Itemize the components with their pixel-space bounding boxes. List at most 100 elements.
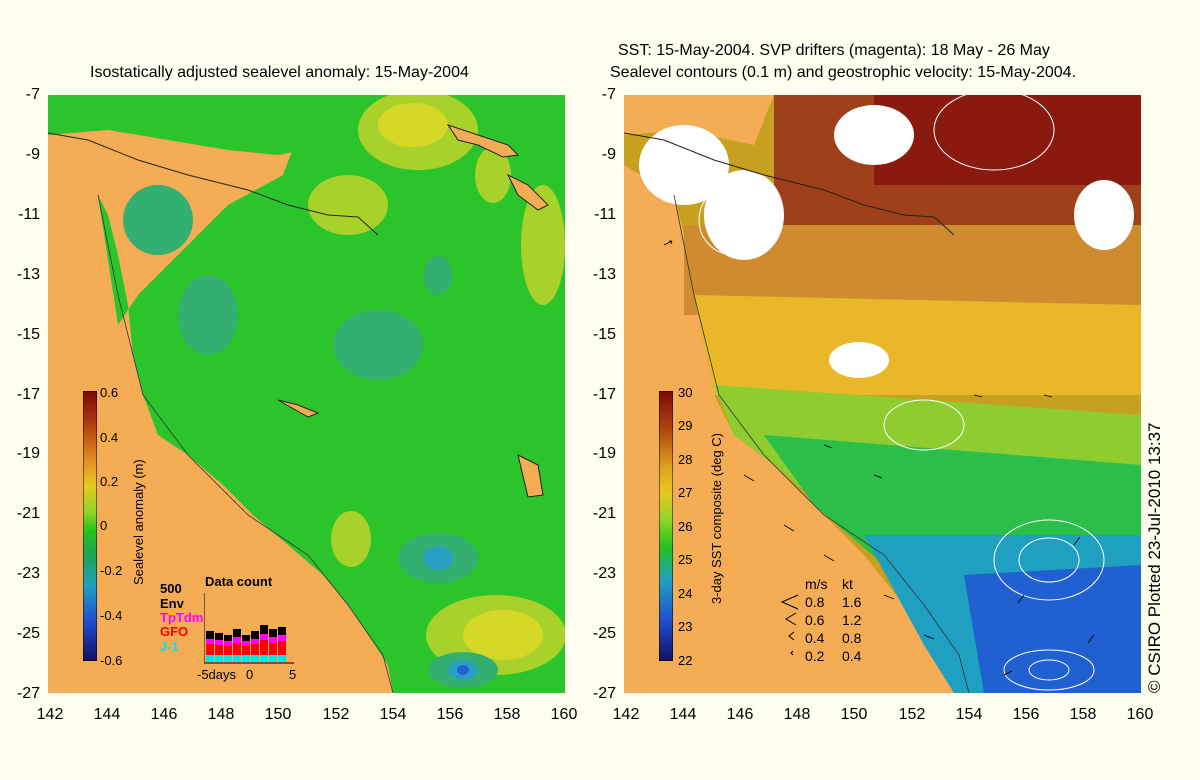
sealevel-anomaly-plot: [47, 90, 566, 694]
island: [446, 124, 520, 158]
velocity-key-ms: 0.6: [805, 612, 825, 628]
lon-tick: 146: [726, 706, 754, 723]
lon-tick: 150: [264, 706, 292, 723]
lat-tick: -19: [16, 445, 40, 462]
sla-colorbar-gradient: [82, 390, 98, 662]
velocity-arrow-icon: [780, 594, 799, 610]
lon-tick: 142: [612, 706, 640, 723]
lon-tick: 160: [550, 706, 578, 723]
lat-tick: -11: [594, 206, 616, 223]
data-count-chart: [203, 593, 294, 664]
sla-tick: 0.2: [100, 474, 119, 489]
anomaly-blob-negative: [424, 255, 452, 295]
sst-colorbar-label: 3-day SST composite (deg C): [709, 433, 724, 604]
island: [517, 454, 544, 498]
data-count-bar: [260, 625, 268, 662]
sst-tick: 27: [678, 485, 693, 500]
anomaly-blob-negative: [457, 665, 469, 675]
sst-colorbar-gradient: [658, 390, 674, 662]
sla-tick: -0.2: [100, 563, 123, 578]
legend-tptdm: TpTdm: [160, 610, 204, 625]
lon-tick: 148: [207, 706, 235, 723]
sst-tick: 28: [678, 452, 693, 467]
data-count-bar: [251, 631, 259, 662]
legend-j1: J-1: [160, 639, 179, 654]
island: [277, 399, 320, 418]
velocity-arrow-icon: [785, 612, 797, 626]
cloud-mask: [834, 105, 914, 165]
legend-env: Env: [160, 596, 184, 611]
lon-tick: 152: [322, 706, 350, 723]
sla-colorbar: [82, 390, 98, 662]
data-count-bar: [242, 635, 250, 662]
data-count-bar: [278, 627, 286, 662]
right-map-title-line1: SST: 15-May-2004. SVP drifters (magenta)…: [618, 42, 1050, 59]
reef-line: [97, 194, 394, 694]
velocity-key-arrow-icons: [780, 594, 799, 656]
lat-tick: -19: [592, 445, 616, 462]
velocity-key-kt: 0.4: [842, 648, 862, 664]
data-count-xlabel: 0: [246, 667, 254, 682]
sst-tick: 25: [678, 552, 693, 567]
data-count-bar: [224, 635, 232, 662]
lon-tick: 144: [669, 706, 697, 723]
velocity-key-kt: 1.6: [842, 594, 862, 610]
lat-tick: -13: [16, 266, 40, 283]
velocity-key-arrows: [780, 593, 802, 663]
anomaly-blob-negative: [333, 310, 423, 380]
lon-tick: 142: [36, 706, 64, 723]
cloud-mask: [639, 125, 729, 205]
ocean-area: [48, 95, 308, 155]
lat-tick: -21: [592, 505, 616, 522]
sealevel-contour: [883, 399, 965, 451]
velocity-key-ms: 0.8: [805, 594, 825, 610]
data-count-bars: [203, 593, 294, 665]
lat-tick: -11: [18, 206, 40, 223]
lat-tick: -17: [592, 386, 616, 403]
lat-tick: -9: [25, 146, 40, 163]
velocity-key-kt: 0.8: [842, 630, 862, 646]
lat-tick: -27: [16, 685, 40, 702]
data-count-scale: 500: [160, 581, 182, 596]
lon-tick: 154: [955, 706, 983, 723]
lon-tick: 146: [150, 706, 178, 723]
sst-tick: 26: [678, 519, 693, 534]
velocity-arrows: [663, 240, 1095, 676]
lon-tick: 156: [436, 706, 464, 723]
lat-tick: -15: [16, 326, 40, 343]
data-count-title: Data count: [205, 574, 273, 589]
sst-colorbar: [658, 390, 674, 662]
sla-tick: 0.4: [100, 430, 119, 445]
lat-tick: -17: [16, 386, 40, 403]
data-count-bar: [269, 629, 277, 662]
left-map-title: Isostatically adjusted sealevel anomaly:…: [90, 64, 469, 81]
reef-line: [673, 194, 970, 694]
sst-tick: 22: [678, 653, 693, 668]
velocity-arrow-icon: [788, 631, 795, 641]
velocity-arrow-icon: [790, 650, 794, 656]
data-count-xlabel: 5: [289, 667, 297, 682]
velocity-key-kt: 1.2: [842, 612, 862, 628]
sealevel-contour: [993, 519, 1105, 601]
lat-tick: -21: [16, 505, 40, 522]
lat-tick: -27: [592, 685, 616, 702]
data-count-xlabel: -5days: [197, 667, 237, 682]
legend-gfo: GFO: [160, 624, 189, 639]
data-count-bar: [215, 633, 223, 662]
sst-warm-band: [874, 95, 1141, 185]
island: [506, 173, 549, 211]
lon-tick: 150: [840, 706, 868, 723]
sla-tick: 0.6: [100, 385, 119, 400]
anomaly-blob-positive: [521, 185, 565, 305]
lon-tick: 158: [493, 706, 521, 723]
velocity-key-kt-header: kt: [842, 576, 853, 592]
velocity-key-ms: 0.4: [805, 630, 825, 646]
sst-tick: 30: [678, 385, 693, 400]
sst-tick: 23: [678, 619, 693, 634]
lon-tick: 148: [783, 706, 811, 723]
data-count-bar: [206, 631, 214, 662]
lon-tick: 158: [1069, 706, 1097, 723]
sealevel-contour: [1003, 649, 1095, 691]
anomaly-blob-positive: [331, 511, 371, 567]
sla-tick: -0.6: [100, 653, 123, 668]
